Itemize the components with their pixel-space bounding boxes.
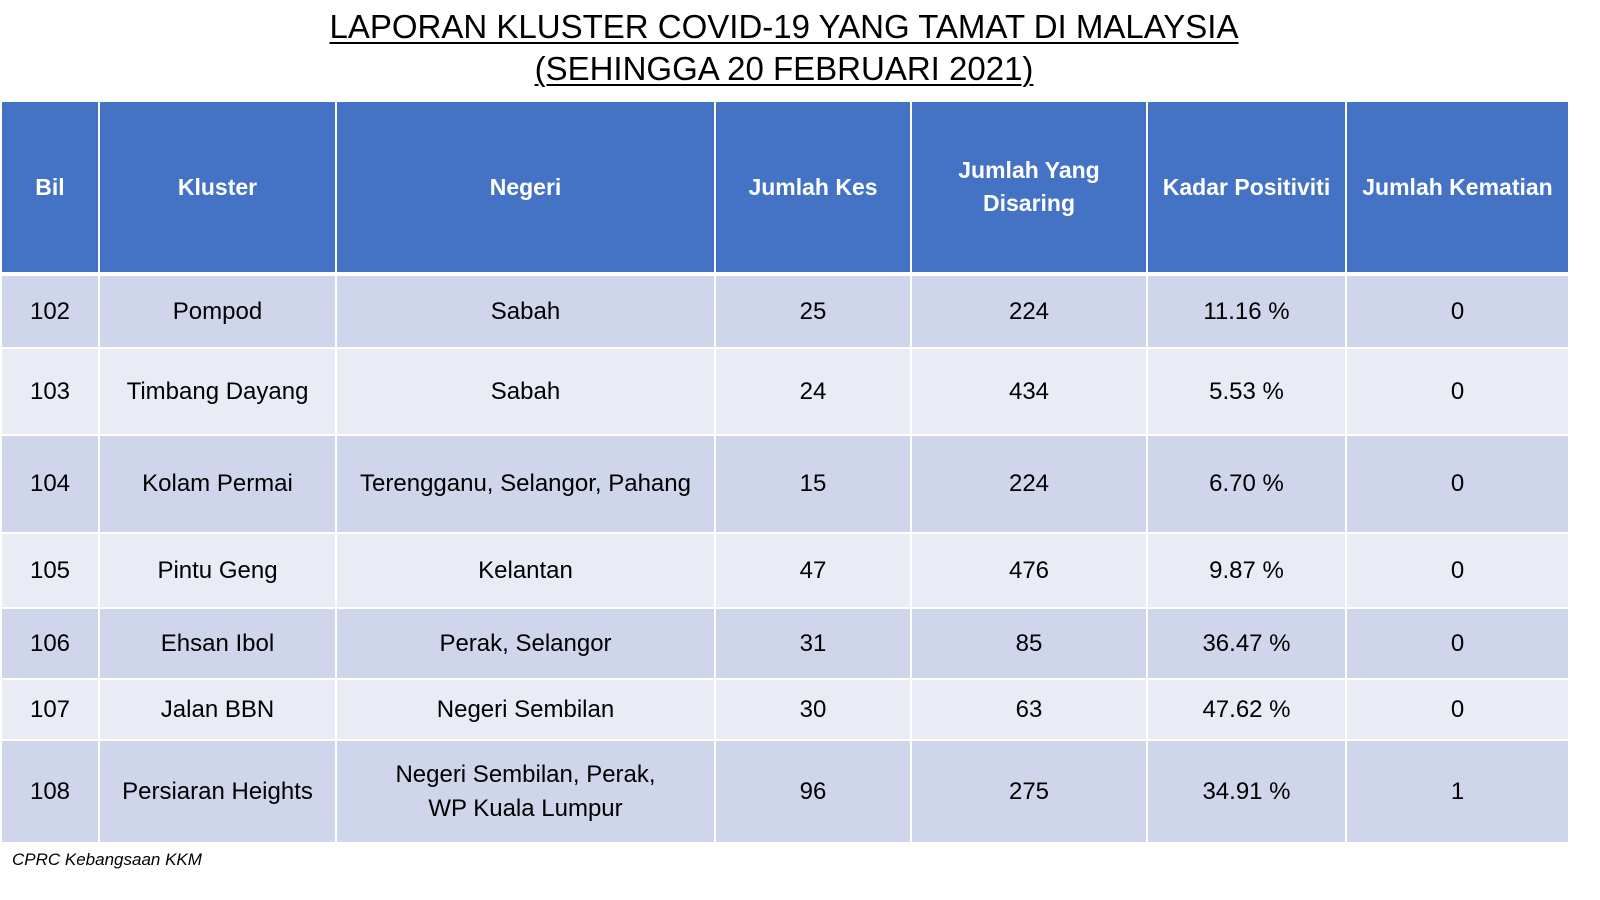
cell-jumlah-kematian: 0	[1345, 434, 1570, 534]
cluster-table-container: Bil Kluster Negeri Jumlah Kes Jumlah Yan…	[0, 100, 1570, 844]
table-row: 105 Pintu Geng Kelantan 47 476 9.87 % 0	[0, 532, 1570, 609]
cell-jumlah-kematian: 1	[1345, 739, 1570, 844]
source-note: CPRC Kebangsaan KKM	[12, 850, 202, 869]
table-row: 106 Ehsan Ibol Perak, Selangor 31 85 36.…	[0, 607, 1570, 680]
cell-jumlah-kematian: 0	[1345, 607, 1570, 680]
cell-jumlah-kematian: 0	[1345, 273, 1570, 349]
cell-kluster: Pintu Geng	[98, 532, 337, 609]
table-row: 104 Kolam Permai Terengganu, Selangor, P…	[0, 434, 1570, 534]
cell-jumlah-disaring: 63	[910, 678, 1148, 741]
cell-bil: 102	[0, 273, 100, 349]
cell-negeri: Negeri Sembilan	[335, 678, 716, 741]
cell-jumlah-kematian: 0	[1345, 532, 1570, 609]
cell-jumlah-kematian: 0	[1345, 347, 1570, 436]
cell-kluster: Jalan BBN	[98, 678, 337, 741]
cell-kadar-positiviti: 6.70 %	[1146, 434, 1347, 534]
cell-kadar-positiviti: 5.53 %	[1146, 347, 1347, 436]
cell-jumlah-disaring: 275	[910, 739, 1148, 844]
cell-bil: 103	[0, 347, 100, 436]
header-bil: Bil	[0, 100, 100, 276]
cell-negeri: Perak, Selangor	[335, 607, 716, 680]
header-jumlah-disaring: Jumlah Yang Disaring	[910, 100, 1148, 276]
cell-bil: 105	[0, 532, 100, 609]
cell-jumlah-disaring: 85	[910, 607, 1148, 680]
cell-kluster: Persiaran Heights	[98, 739, 337, 844]
cell-jumlah-disaring: 434	[910, 347, 1148, 436]
cell-bil: 108	[0, 739, 100, 844]
cell-jumlah-kes: 15	[714, 434, 912, 534]
header-kluster: Kluster	[98, 100, 337, 276]
table-header-row: Bil Kluster Negeri Jumlah Kes Jumlah Yan…	[0, 100, 1570, 276]
cell-kluster: Pompod	[98, 273, 337, 349]
header-negeri: Negeri	[335, 100, 716, 276]
table-row: 107 Jalan BBN Negeri Sembilan 30 63 47.6…	[0, 678, 1570, 741]
cell-bil: 104	[0, 434, 100, 534]
title-line-1: LAPORAN KLUSTER COVID-19 YANG TAMAT DI M…	[329, 8, 1239, 45]
title-line-2: (SEHINGGA 20 FEBRUARI 2021)	[534, 50, 1034, 87]
cell-kluster: Timbang Dayang	[98, 347, 337, 436]
report-title: LAPORAN KLUSTER COVID-19 YANG TAMAT DI M…	[0, 6, 1568, 90]
cell-jumlah-disaring: 224	[910, 434, 1148, 534]
cell-jumlah-kes: 31	[714, 607, 912, 680]
cell-kadar-positiviti: 36.47 %	[1146, 607, 1347, 680]
header-jumlah-kes: Jumlah Kes	[714, 100, 912, 276]
cell-kadar-positiviti: 34.91 %	[1146, 739, 1347, 844]
cell-kluster: Kolam Permai	[98, 434, 337, 534]
cell-bil: 106	[0, 607, 100, 680]
cell-jumlah-kematian: 0	[1345, 678, 1570, 741]
table-row: 103 Timbang Dayang Sabah 24 434 5.53 % 0	[0, 347, 1570, 436]
table-row: 108 Persiaran Heights Negeri Sembilan, P…	[0, 739, 1570, 844]
cell-negeri: Sabah	[335, 347, 716, 436]
cell-jumlah-kes: 30	[714, 678, 912, 741]
cell-jumlah-kes: 25	[714, 273, 912, 349]
table-row: 102 Pompod Sabah 25 224 11.16 % 0	[0, 273, 1570, 349]
cell-jumlah-kes: 24	[714, 347, 912, 436]
cell-jumlah-disaring: 224	[910, 273, 1148, 349]
cell-kadar-positiviti: 47.62 %	[1146, 678, 1347, 741]
header-kadar-positiviti: Kadar Positiviti	[1146, 100, 1347, 276]
cell-bil: 107	[0, 678, 100, 741]
cell-jumlah-kes: 96	[714, 739, 912, 844]
cell-negeri: Kelantan	[335, 532, 716, 609]
cell-negeri: Terengganu, Selangor, Pahang	[335, 434, 716, 534]
cell-kadar-positiviti: 11.16 %	[1146, 273, 1347, 349]
cell-kluster: Ehsan Ibol	[98, 607, 337, 680]
header-jumlah-kematian: Jumlah Kematian	[1345, 100, 1570, 276]
cell-jumlah-kes: 47	[714, 532, 912, 609]
cell-jumlah-disaring: 476	[910, 532, 1148, 609]
cell-negeri: Negeri Sembilan, Perak, WP Kuala Lumpur	[335, 739, 716, 844]
cluster-table: Bil Kluster Negeri Jumlah Kes Jumlah Yan…	[0, 100, 1570, 844]
cell-negeri: Sabah	[335, 273, 716, 349]
cell-kadar-positiviti: 9.87 %	[1146, 532, 1347, 609]
